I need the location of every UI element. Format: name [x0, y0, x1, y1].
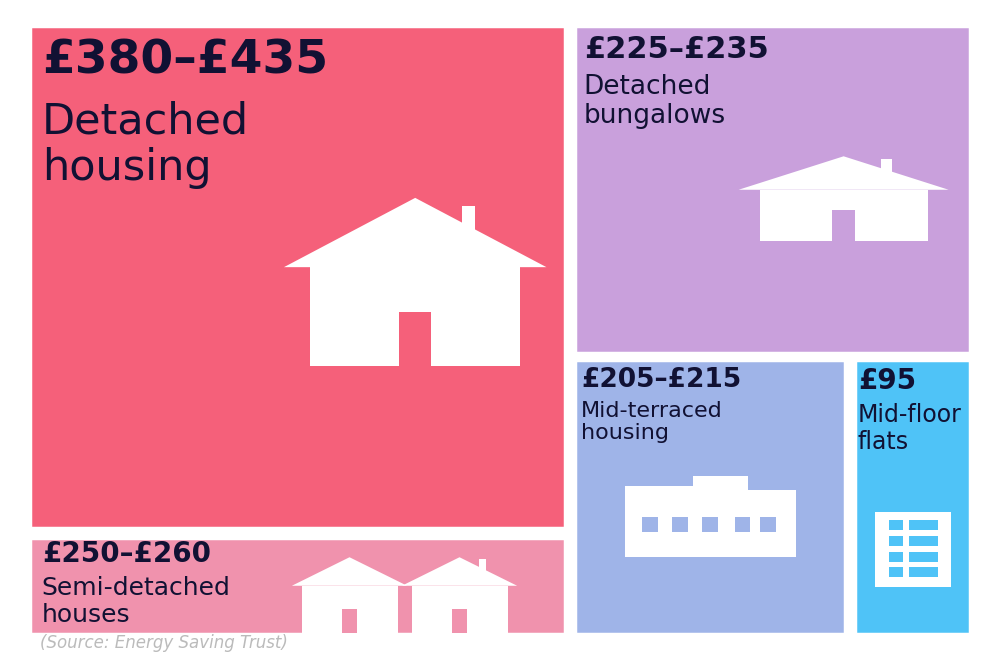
Text: Semi-detached
houses: Semi-detached houses — [42, 576, 231, 627]
Bar — [693, 476, 748, 557]
Text: Mid-floor
flats: Mid-floor flats — [858, 403, 962, 453]
Text: £250–£260: £250–£260 — [42, 540, 211, 568]
Bar — [924, 568, 938, 578]
Bar — [462, 206, 475, 248]
Polygon shape — [284, 198, 546, 267]
Text: £205–£215: £205–£215 — [581, 366, 741, 393]
Bar — [310, 267, 520, 366]
Bar — [889, 520, 903, 531]
Bar — [748, 490, 796, 557]
Bar — [624, 486, 693, 557]
Bar — [642, 517, 658, 532]
Bar — [924, 520, 938, 531]
Bar — [760, 517, 776, 532]
Bar — [924, 536, 938, 546]
Bar — [30, 538, 565, 634]
Bar — [909, 568, 924, 578]
Text: Mid-terraced
housing: Mid-terraced housing — [581, 401, 723, 444]
Bar — [889, 568, 903, 578]
Text: £95: £95 — [858, 366, 916, 395]
Bar — [412, 586, 508, 633]
Text: £225–£235: £225–£235 — [584, 34, 768, 63]
Polygon shape — [739, 156, 949, 190]
Text: Detached
housing: Detached housing — [42, 100, 249, 189]
Bar — [889, 536, 903, 546]
Bar — [575, 360, 845, 634]
Bar — [672, 517, 688, 532]
Bar — [909, 520, 924, 531]
Bar — [881, 159, 892, 185]
Bar — [855, 360, 970, 634]
Bar — [452, 609, 467, 633]
Bar — [909, 536, 924, 546]
Bar — [760, 190, 928, 242]
Text: £380–£435: £380–£435 — [42, 39, 328, 84]
Polygon shape — [292, 557, 407, 586]
Bar — [30, 26, 565, 528]
Bar — [924, 552, 938, 562]
Bar — [702, 517, 718, 532]
Bar — [832, 211, 855, 242]
Text: (Source: Energy Saving Trust): (Source: Energy Saving Trust) — [40, 634, 288, 653]
Bar — [575, 26, 970, 353]
Bar — [909, 552, 924, 562]
Polygon shape — [402, 557, 517, 586]
Text: Detached
bungalows: Detached bungalows — [584, 75, 726, 129]
Bar — [735, 517, 750, 532]
Bar — [479, 558, 486, 580]
Bar — [889, 552, 903, 562]
Bar — [874, 512, 950, 587]
Bar — [342, 609, 357, 633]
Bar — [302, 586, 398, 633]
Bar — [399, 312, 431, 366]
Bar — [624, 507, 796, 557]
